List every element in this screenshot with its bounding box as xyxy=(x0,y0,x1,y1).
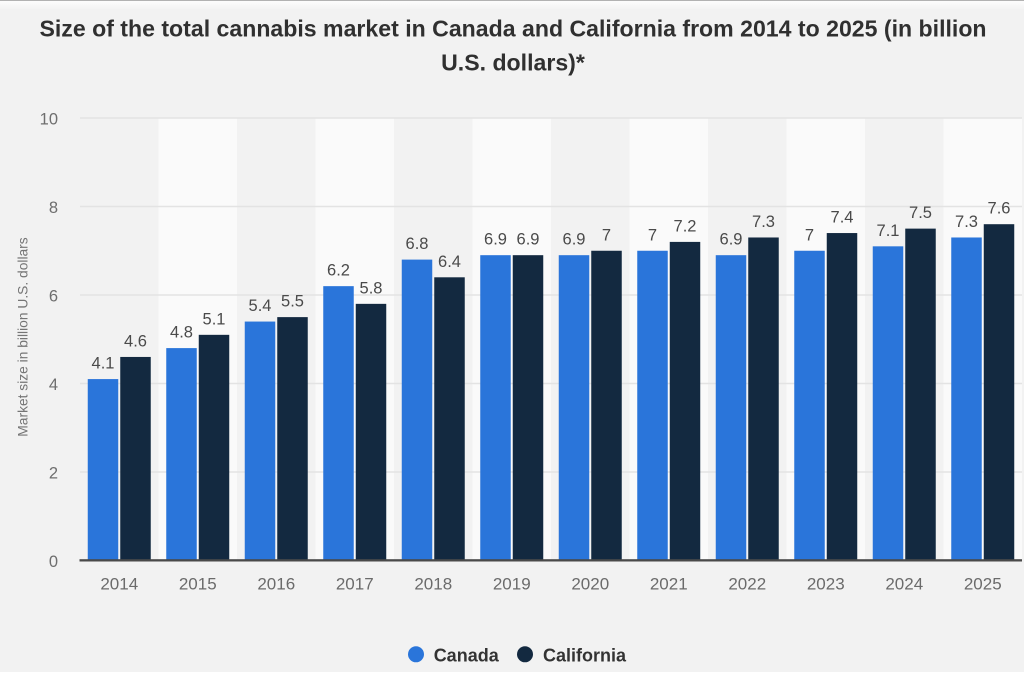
svg-text:10: 10 xyxy=(40,111,58,129)
svg-text:2015: 2015 xyxy=(179,575,217,594)
svg-text:4.8: 4.8 xyxy=(170,324,193,342)
svg-text:Market size in billion U.S. do: Market size in billion U.S. dollars xyxy=(16,237,31,436)
svg-text:4.6: 4.6 xyxy=(124,332,147,350)
svg-text:2025: 2025 xyxy=(964,575,1002,594)
svg-text:Canada: Canada xyxy=(434,645,500,665)
svg-text:2018: 2018 xyxy=(414,575,452,594)
svg-text:6: 6 xyxy=(49,288,58,306)
svg-text:7.1: 7.1 xyxy=(877,222,900,240)
svg-text:2014: 2014 xyxy=(100,575,138,594)
svg-text:2024: 2024 xyxy=(885,575,923,594)
svg-text:7: 7 xyxy=(648,226,657,244)
svg-text:6.9: 6.9 xyxy=(720,231,743,249)
svg-text:4.1: 4.1 xyxy=(92,355,115,373)
svg-text:2020: 2020 xyxy=(571,575,609,594)
svg-text:6.8: 6.8 xyxy=(406,235,429,253)
svg-text:7: 7 xyxy=(805,226,814,244)
svg-text:2017: 2017 xyxy=(336,575,374,594)
svg-text:5.1: 5.1 xyxy=(203,310,226,328)
svg-text:4: 4 xyxy=(49,376,58,394)
svg-text:7.6: 7.6 xyxy=(988,200,1011,218)
svg-text:2: 2 xyxy=(49,465,58,483)
svg-text:5.4: 5.4 xyxy=(249,297,272,315)
svg-text:2021: 2021 xyxy=(650,575,688,594)
svg-text:6.9: 6.9 xyxy=(484,231,507,249)
svg-text:5.5: 5.5 xyxy=(281,293,304,311)
svg-text:6.4: 6.4 xyxy=(438,253,461,271)
svg-text:8: 8 xyxy=(49,199,58,217)
svg-text:California: California xyxy=(543,645,627,665)
svg-text:7.3: 7.3 xyxy=(752,213,775,231)
svg-text:2023: 2023 xyxy=(807,575,845,594)
svg-text:2016: 2016 xyxy=(257,575,295,594)
svg-text:6.9: 6.9 xyxy=(517,231,540,249)
svg-text:7.4: 7.4 xyxy=(831,209,854,227)
svg-text:Size of the total cannabis mar: Size of the total cannabis market in Can… xyxy=(39,16,986,42)
svg-text:7.3: 7.3 xyxy=(955,213,978,231)
svg-text:7.5: 7.5 xyxy=(909,204,932,222)
svg-text:7.2: 7.2 xyxy=(674,217,697,235)
svg-text:U.S. dollars)*: U.S. dollars)* xyxy=(441,50,585,76)
svg-text:6.9: 6.9 xyxy=(563,231,586,249)
svg-text:6.2: 6.2 xyxy=(327,262,350,280)
svg-text:0: 0 xyxy=(49,553,58,571)
svg-text:2022: 2022 xyxy=(728,575,766,594)
svg-text:7: 7 xyxy=(602,226,611,244)
svg-text:2019: 2019 xyxy=(493,575,531,594)
svg-text:5.8: 5.8 xyxy=(360,279,383,297)
